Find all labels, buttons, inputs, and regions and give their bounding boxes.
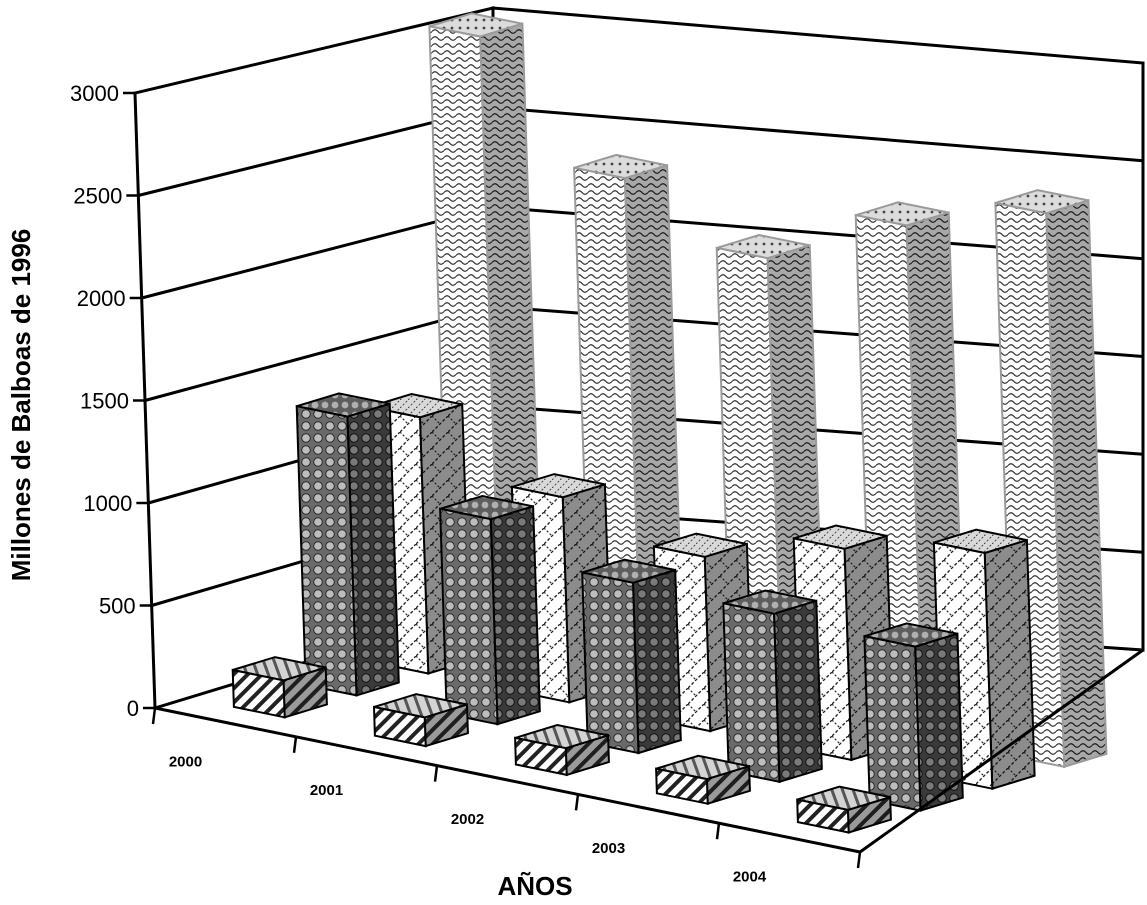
bar-front — [863, 634, 922, 812]
y-tick-label: 0 — [127, 696, 139, 721]
bar-side — [772, 599, 823, 784]
y-tick-label: 1000 — [83, 491, 132, 516]
x-tick-mark — [574, 794, 580, 811]
bar-s1-2004 — [796, 785, 892, 834]
axis-labels: 0 500 1000 1500 2000 2500 3000 2000 2001 2002 2003… — [70, 81, 767, 886]
x-tick-mark — [715, 823, 721, 840]
x-tick-label-2001: 2001 — [310, 782, 343, 799]
bar-s2-2002 — [581, 558, 682, 755]
bar-front — [514, 736, 568, 777]
x-tick-label-2004: 2004 — [733, 869, 767, 886]
x-axis-line — [154, 706, 861, 854]
bar-front — [796, 798, 850, 834]
bar-s1-2003 — [655, 754, 751, 806]
x-tick-label-2000: 2000 — [169, 753, 202, 770]
x-tick-label-2003: 2003 — [592, 840, 625, 857]
floor-right-edge — [859, 648, 1144, 854]
bar-s4-2004 — [994, 189, 1108, 769]
x-tick-mark — [433, 765, 439, 782]
bar-side — [631, 568, 682, 755]
bar-front — [722, 602, 781, 784]
x-axis-title: AÑOS — [497, 871, 572, 901]
bar-front — [439, 507, 499, 726]
x-tick-label-2002: 2002 — [451, 811, 484, 828]
y-tick-label: 500 — [99, 594, 136, 619]
bars — [231, 12, 1108, 834]
bar-front — [231, 668, 286, 719]
y-tick-label: 1500 — [80, 389, 129, 414]
bar-s2-2001 — [439, 494, 541, 726]
bar-front — [655, 767, 709, 805]
bar-s2-2003 — [722, 589, 823, 784]
y-tick-label: 3000 — [70, 81, 119, 106]
bar-front — [372, 705, 427, 748]
y-axis-title: Millones de Balboas de 1996 — [6, 229, 36, 582]
bar-front — [295, 404, 358, 697]
y-tick-label: 2000 — [77, 286, 126, 311]
bar-s2-2000 — [295, 392, 400, 697]
bar-s1-2001 — [372, 693, 469, 748]
bar-front — [581, 571, 640, 755]
x-tick-mark — [292, 736, 298, 753]
bar-s1-2002 — [514, 723, 610, 777]
bar-side — [983, 538, 1036, 791]
y-tick-label: 2500 — [73, 184, 122, 209]
bar-s2-2004 — [863, 622, 964, 812]
bar-s1-2000 — [231, 656, 328, 719]
x-tick-mark — [856, 851, 862, 869]
x-tick-mark — [151, 707, 157, 725]
axes — [151, 648, 1144, 869]
bar-side — [489, 504, 541, 726]
